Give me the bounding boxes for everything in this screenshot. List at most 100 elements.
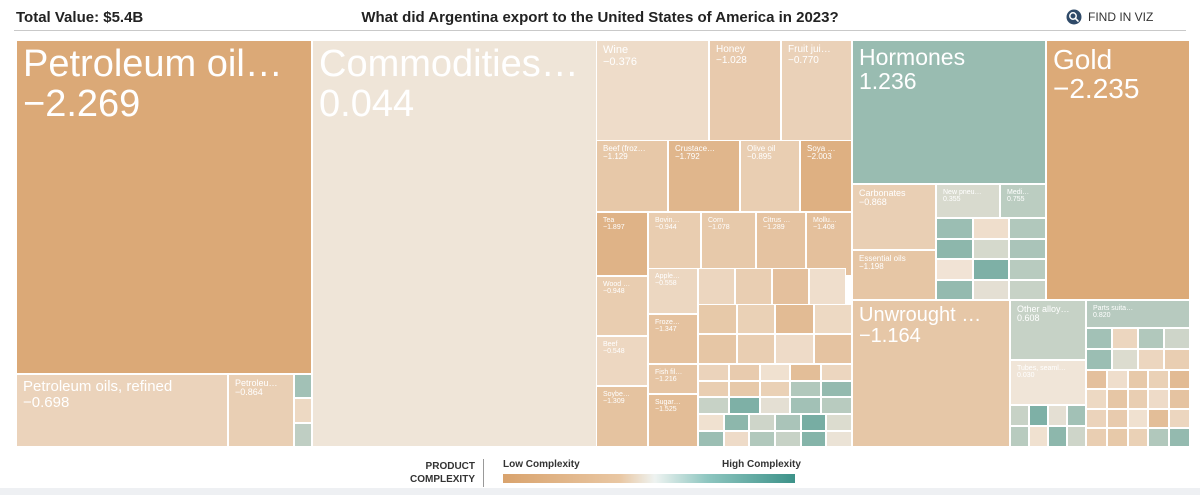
treemap-small-tile[interactable] — [698, 414, 724, 431]
treemap-small-tile[interactable] — [1009, 238, 1046, 259]
treemap-small-tile[interactable] — [294, 422, 312, 447]
treemap-small-tile[interactable] — [294, 374, 312, 399]
treemap-small-tile[interactable] — [1138, 328, 1164, 349]
treemap-small-tile[interactable] — [698, 364, 729, 381]
treemap-tile[interactable]: Parts suita… 0.820 — [1086, 300, 1190, 328]
treemap-tile[interactable]: Tea −1.897 — [596, 212, 648, 276]
treemap-small-tile[interactable] — [1029, 405, 1048, 426]
treemap-small-tile[interactable] — [775, 334, 814, 364]
treemap-small-tile[interactable] — [1106, 389, 1128, 409]
treemap-small-tile[interactable] — [972, 218, 1010, 239]
treemap-tile[interactable]: Mollu… −1.408 — [806, 212, 852, 276]
treemap-tile[interactable]: Wood … −0.948 — [596, 276, 648, 336]
treemap-tile[interactable]: Sugar… −1.525 — [648, 394, 698, 447]
treemap-small-tile[interactable] — [1009, 218, 1046, 239]
treemap-small-tile[interactable] — [1106, 427, 1128, 447]
treemap-small-tile[interactable] — [972, 259, 1010, 280]
treemap-small-tile[interactable] — [749, 414, 775, 431]
treemap-small-tile[interactable] — [1086, 389, 1107, 409]
find-in-viz-button[interactable]: FIND IN VIZ — [1066, 9, 1153, 25]
treemap-small-tile[interactable] — [1127, 427, 1149, 447]
treemap-small-tile[interactable] — [1164, 349, 1190, 370]
treemap-small-tile[interactable] — [723, 430, 750, 447]
treemap-small-tile[interactable] — [1169, 408, 1190, 428]
treemap-tile[interactable]: Unwrought … −1.164 — [852, 300, 1010, 447]
treemap-small-tile[interactable] — [813, 334, 852, 364]
treemap-small-tile[interactable] — [1148, 370, 1170, 390]
treemap-small-tile[interactable] — [1169, 389, 1190, 409]
treemap-tile[interactable]: Fruit jui… −0.770 — [781, 40, 852, 150]
treemap-small-tile[interactable] — [972, 238, 1010, 259]
treemap-small-tile[interactable] — [800, 414, 827, 431]
treemap-small-tile[interactable] — [1164, 328, 1190, 349]
treemap-tile[interactable]: Essential oils −1.198 — [852, 250, 936, 300]
treemap-small-tile[interactable] — [1009, 259, 1046, 280]
treemap-tile[interactable]: Apple… −0.558 — [648, 268, 698, 314]
treemap-small-tile[interactable] — [1086, 370, 1107, 390]
treemap-small-tile[interactable] — [1009, 279, 1046, 300]
treemap-small-tile[interactable] — [294, 398, 312, 423]
treemap-small-tile[interactable] — [1138, 349, 1164, 370]
treemap-small-tile[interactable] — [826, 430, 852, 447]
treemap-small-tile[interactable] — [1169, 427, 1190, 447]
treemap-tile[interactable]: Hormones 1.236 — [852, 40, 1046, 184]
treemap-tile[interactable]: Fish fil… −1.216 — [648, 364, 698, 394]
treemap-small-tile[interactable] — [759, 364, 791, 381]
treemap-small-tile[interactable] — [1067, 405, 1086, 426]
treemap-tile[interactable]: Wine −0.376 — [596, 40, 709, 150]
treemap-small-tile[interactable] — [813, 304, 852, 334]
treemap-tile[interactable]: New pneu… 0.355 — [936, 184, 1000, 218]
treemap-tile[interactable]: Soya … −2.003 — [800, 140, 852, 212]
treemap-tile[interactable]: Corn −1.078 — [701, 212, 756, 276]
treemap-tile[interactable]: Beef (froz… −1.129 — [596, 140, 668, 212]
treemap-small-tile[interactable] — [723, 414, 750, 431]
treemap-small-tile[interactable] — [790, 380, 822, 398]
treemap-tile[interactable]: Froze… −1.347 — [648, 314, 698, 364]
treemap-small-tile[interactable] — [1010, 405, 1029, 426]
treemap-small-tile[interactable] — [936, 279, 973, 300]
treemap-small-tile[interactable] — [1010, 426, 1029, 447]
treemap-small-tile[interactable] — [1086, 328, 1112, 349]
treemap-small-tile[interactable] — [1086, 349, 1112, 370]
treemap-small-tile[interactable] — [800, 430, 827, 447]
treemap-tile[interactable]: Medi… 0.755 — [1000, 184, 1046, 218]
treemap-small-tile[interactable] — [698, 397, 729, 414]
treemap-small-tile[interactable] — [826, 414, 852, 431]
treemap-tile[interactable]: Bovin… −0.944 — [648, 212, 701, 276]
treemap-tile[interactable]: Commodities… 0.044 — [312, 40, 598, 447]
treemap-tile[interactable]: Crustace… −1.792 — [668, 140, 740, 212]
treemap-small-tile[interactable] — [775, 304, 814, 334]
treemap-small-tile[interactable] — [1029, 426, 1048, 447]
treemap-small-tile[interactable] — [1148, 389, 1170, 409]
treemap-small-tile[interactable] — [736, 304, 775, 334]
treemap-tile[interactable]: Other alloy… 0.608 — [1010, 300, 1086, 360]
treemap-small-tile[interactable] — [1148, 408, 1170, 428]
treemap-tile[interactable]: Tubes, seaml… 0.030 — [1010, 360, 1086, 405]
treemap-small-tile[interactable] — [698, 304, 737, 334]
treemap-small-tile[interactable] — [759, 380, 791, 398]
treemap-tile[interactable]: Petroleum oils, refined −0.698 — [16, 374, 228, 447]
treemap-small-tile[interactable] — [790, 397, 822, 414]
treemap-small-tile[interactable] — [1127, 389, 1149, 409]
treemap-small-tile[interactable] — [1127, 408, 1149, 428]
treemap-tile[interactable]: Honey −1.028 — [709, 40, 781, 150]
treemap-small-tile[interactable] — [1127, 370, 1149, 390]
treemap-small-tile[interactable] — [728, 380, 760, 398]
treemap-small-tile[interactable] — [775, 414, 801, 431]
treemap-tile[interactable]: Citrus … −1.289 — [756, 212, 806, 276]
treemap-small-tile[interactable] — [698, 380, 729, 398]
treemap-tile[interactable]: Carbonates −0.868 — [852, 184, 936, 250]
treemap-small-tile[interactable] — [728, 364, 760, 381]
treemap-small-tile[interactable] — [936, 259, 973, 280]
treemap-small-tile[interactable] — [790, 364, 822, 381]
treemap-small-tile[interactable] — [1067, 426, 1086, 447]
treemap-small-tile[interactable] — [1086, 408, 1107, 428]
treemap-small-tile[interactable] — [1106, 408, 1128, 428]
treemap-tile[interactable]: Petroleu… −0.864 — [228, 374, 294, 447]
treemap-tile[interactable]: Beef −0.548 — [596, 336, 648, 386]
treemap-small-tile[interactable] — [759, 397, 791, 414]
treemap-small-tile[interactable] — [972, 279, 1010, 300]
treemap-small-tile[interactable] — [821, 397, 852, 414]
treemap-small-tile[interactable] — [736, 334, 775, 364]
treemap-tile[interactable]: Gold −2.235 — [1046, 40, 1190, 300]
